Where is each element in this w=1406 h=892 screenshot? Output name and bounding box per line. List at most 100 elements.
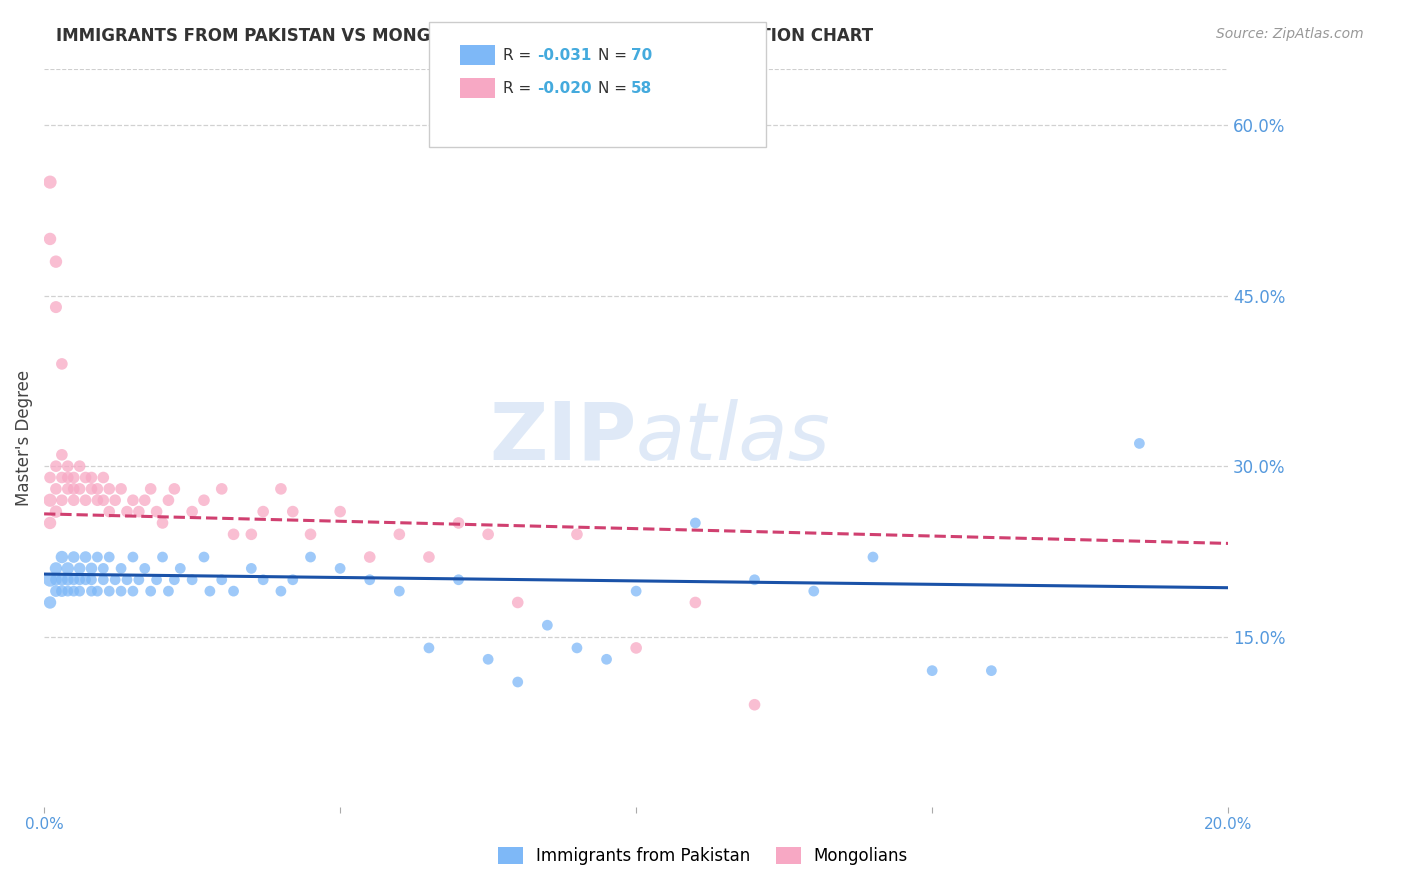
- Point: [198, 584, 221, 599]
- Point: [45, 482, 67, 496]
- Point: [45, 584, 67, 599]
- Point: [45, 561, 67, 575]
- Point: [75, 493, 97, 508]
- Point: [803, 584, 825, 599]
- Point: [134, 493, 156, 508]
- Point: [139, 584, 162, 599]
- Point: [565, 527, 588, 541]
- Point: [80, 561, 103, 575]
- Point: [86, 493, 108, 508]
- Point: [62, 493, 84, 508]
- Point: [193, 493, 215, 508]
- Point: [86, 549, 108, 564]
- Point: [39, 595, 62, 609]
- Point: [624, 640, 647, 655]
- Point: [122, 584, 145, 599]
- Point: [152, 549, 174, 564]
- Point: [388, 527, 411, 541]
- Point: [329, 505, 352, 519]
- Point: [1128, 436, 1150, 450]
- Point: [39, 493, 62, 508]
- Point: [110, 482, 132, 496]
- Point: [69, 561, 91, 575]
- Point: [211, 573, 233, 587]
- Point: [91, 561, 114, 575]
- Point: [80, 482, 103, 496]
- Text: IMMIGRANTS FROM PAKISTAN VS MONGOLIAN MASTER'S DEGREE CORRELATION CHART: IMMIGRANTS FROM PAKISTAN VS MONGOLIAN MA…: [56, 27, 873, 45]
- Point: [98, 549, 121, 564]
- Point: [152, 516, 174, 530]
- Point: [56, 482, 79, 496]
- Point: [75, 470, 97, 484]
- Point: [56, 584, 79, 599]
- Point: [91, 493, 114, 508]
- Point: [134, 561, 156, 575]
- Point: [139, 482, 162, 496]
- Point: [281, 505, 304, 519]
- Point: [624, 584, 647, 599]
- Y-axis label: Master's Degree: Master's Degree: [15, 369, 32, 506]
- Point: [163, 482, 186, 496]
- Text: -0.031: -0.031: [537, 48, 592, 62]
- Point: [86, 482, 108, 496]
- Point: [169, 561, 191, 575]
- Point: [862, 549, 884, 564]
- Point: [75, 549, 97, 564]
- Point: [115, 573, 138, 587]
- Point: [240, 561, 263, 575]
- Point: [744, 698, 766, 712]
- Point: [45, 300, 67, 314]
- Text: R =: R =: [503, 81, 537, 95]
- Point: [193, 549, 215, 564]
- Point: [69, 573, 91, 587]
- Point: [163, 573, 186, 587]
- Point: [536, 618, 558, 632]
- Point: [51, 573, 73, 587]
- Point: [477, 652, 499, 666]
- Point: [122, 493, 145, 508]
- Point: [62, 584, 84, 599]
- Point: [39, 175, 62, 189]
- Point: [565, 640, 588, 655]
- Point: [157, 493, 180, 508]
- Point: [252, 573, 274, 587]
- Point: [329, 561, 352, 575]
- Point: [86, 584, 108, 599]
- Point: [51, 584, 73, 599]
- Point: [240, 527, 263, 541]
- Point: [62, 470, 84, 484]
- Point: [75, 573, 97, 587]
- Point: [39, 232, 62, 246]
- Point: [45, 573, 67, 587]
- Point: [80, 470, 103, 484]
- Point: [51, 549, 73, 564]
- Text: atlas: atlas: [636, 399, 831, 476]
- Point: [595, 652, 617, 666]
- Point: [56, 561, 79, 575]
- Point: [359, 549, 381, 564]
- Point: [45, 254, 67, 268]
- Legend: Immigrants from Pakistan, Mongolians: Immigrants from Pakistan, Mongolians: [488, 837, 918, 875]
- Point: [62, 482, 84, 496]
- Point: [447, 516, 470, 530]
- Point: [477, 527, 499, 541]
- Point: [418, 640, 440, 655]
- Point: [506, 595, 529, 609]
- Point: [980, 664, 1002, 678]
- Text: N =: N =: [598, 48, 631, 62]
- Point: [685, 516, 707, 530]
- Text: 58: 58: [631, 81, 652, 95]
- Point: [80, 584, 103, 599]
- Point: [110, 584, 132, 599]
- Point: [447, 573, 470, 587]
- Point: [252, 505, 274, 519]
- Text: N =: N =: [598, 81, 631, 95]
- Point: [506, 675, 529, 690]
- Point: [39, 573, 62, 587]
- Point: [128, 573, 150, 587]
- Point: [145, 505, 167, 519]
- Point: [98, 584, 121, 599]
- Point: [62, 549, 84, 564]
- Point: [388, 584, 411, 599]
- Point: [98, 505, 121, 519]
